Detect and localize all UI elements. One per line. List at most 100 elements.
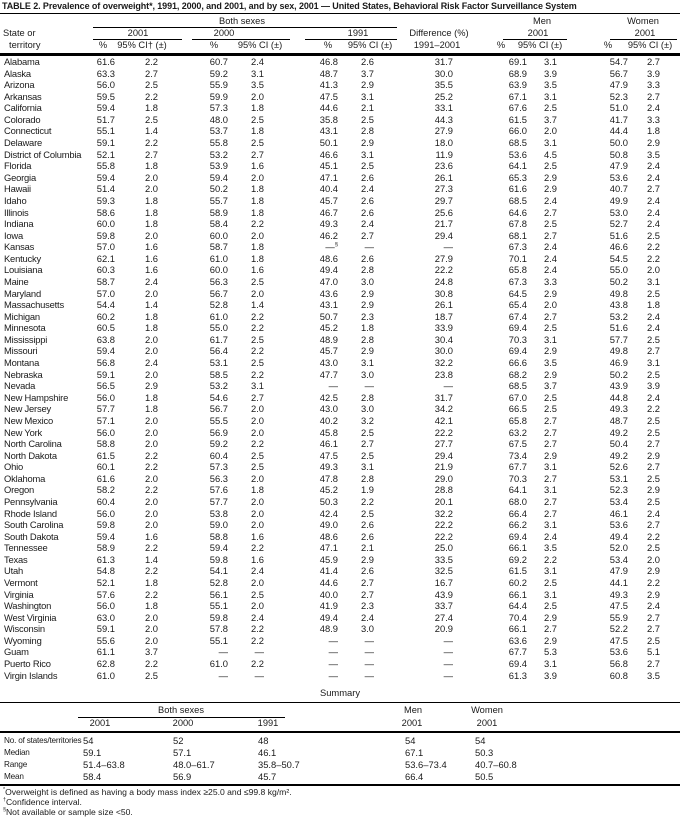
value-cell: — — [328, 634, 338, 646]
value-cell: 3.0 — [360, 275, 374, 287]
value-cell: 68.5 — [508, 194, 527, 206]
value-cell: 2.0 — [250, 472, 264, 484]
value-cell: 21.9 — [434, 461, 453, 473]
col-header-pct: % — [603, 40, 613, 50]
value-cell: 55.7 — [209, 194, 228, 206]
value-cell: 61.6 — [96, 56, 115, 67]
col-header-pct: % — [496, 40, 506, 50]
value-cell: 2.9 — [543, 287, 557, 299]
value-cell: 48.7 — [609, 414, 628, 426]
value-cell: 56.0 — [96, 507, 115, 519]
value-cell: 2.2 — [250, 542, 264, 554]
value-cell: 57.3 — [209, 102, 228, 114]
value-cell: 58.7 — [209, 241, 228, 253]
table-row: Delaware 59.1 2.2 55.8 2.5 50.1 2.9 18.0 68.5 3.1… — [0, 137, 680, 149]
value-cell: 1.4 — [144, 553, 158, 565]
value-cell: 2.7 — [646, 658, 660, 670]
value-cell: 53.1 — [209, 357, 228, 369]
value-cell: 53.6 — [609, 519, 628, 531]
value-cell: 2.2 — [646, 252, 660, 264]
value-cell: 2.5 — [543, 600, 557, 612]
value-cell: 2.2 — [144, 137, 158, 149]
value-cell: 2.0 — [646, 264, 660, 276]
value-cell: 53.9 — [209, 160, 228, 172]
value-cell: 2.4 — [360, 611, 374, 623]
value-cell: 2.4 — [543, 194, 557, 206]
state-name: New Jersey — [4, 403, 51, 415]
col-group-both-sexes: Both sexes — [219, 16, 265, 26]
value-cell: 29.4 — [434, 229, 453, 241]
value-cell: 35.8 — [319, 113, 338, 125]
state-name: Rhode Island — [4, 507, 57, 519]
value-cell: 46.8 — [319, 56, 338, 67]
col-header-ci: 95% CI (±) — [517, 40, 563, 50]
value-cell: 2.2 — [144, 90, 158, 102]
table-row: Georgia 59.4 2.0 59.4 2.0 47.1 2.6 26.1 65.3 2.9 5… — [0, 172, 680, 184]
value-cell: 2.2 — [250, 634, 264, 646]
table-row: Nevada 56.5 2.9 53.2 3.1 — — — 68.5 3.7 43.9 3.9 — [0, 380, 680, 392]
table-row: New Mexico 57.1 2.0 55.5 2.0 40.2 3.2 42.1 65.8 2… — [0, 415, 680, 427]
table-row: Massachusetts 54.4 1.4 52.8 1.4 43.1 2.9 26.1 65… — [0, 299, 680, 311]
value-cell: 53.0 — [609, 206, 628, 218]
summary-value: 59.1 — [83, 746, 102, 758]
value-cell: 2.0 — [250, 600, 264, 612]
value-cell: 67.8 — [508, 218, 527, 230]
value-cell: 49.4 — [319, 611, 338, 623]
value-cell: 51.4 — [96, 183, 115, 195]
value-cell: 69.4 — [508, 530, 527, 542]
value-cell: 53.6 — [508, 148, 527, 160]
value-cell: 68.1 — [508, 229, 527, 241]
value-cell: 66.4 — [508, 507, 527, 519]
state-name: Wisconsin — [4, 623, 45, 635]
value-cell: 1.8 — [250, 206, 264, 218]
value-cell: 57.7 — [209, 495, 228, 507]
value-cell: 64.6 — [508, 206, 527, 218]
value-cell: 2.7 — [646, 90, 660, 102]
table-row: New York 56.0 2.0 56.9 2.0 45.8 2.5 22.2 63.2 2.7… — [0, 427, 680, 439]
value-cell: 2.7 — [543, 507, 557, 519]
value-cell: 68.2 — [508, 368, 527, 380]
value-cell: 43.1 — [319, 299, 338, 311]
value-cell: 2.5 — [360, 507, 374, 519]
value-cell: 42.5 — [319, 391, 338, 403]
summary-value: 67.1 — [405, 746, 424, 758]
state-name: Florida — [4, 160, 32, 172]
value-cell: 2.9 — [646, 137, 660, 149]
value-cell: 70.4 — [508, 611, 527, 623]
summary-group-both-sexes: Both sexes — [158, 705, 204, 715]
value-cell: 1.8 — [144, 577, 158, 589]
value-cell: 2.5 — [543, 160, 557, 172]
value-cell: 2.5 — [646, 495, 660, 507]
value-cell: 2.2 — [144, 449, 158, 461]
value-cell: 54.5 — [609, 252, 628, 264]
value-cell: 55.1 — [209, 600, 228, 612]
value-cell: 2.4 — [646, 160, 660, 172]
value-cell: 57.3 — [209, 461, 228, 473]
value-cell: 67.0 — [508, 391, 527, 403]
value-cell: 2.0 — [144, 345, 158, 357]
summary-value: 56.9 — [173, 770, 192, 782]
value-cell: 2.5 — [250, 357, 264, 369]
value-cell: 2.5 — [250, 137, 264, 149]
value-cell: 61.0 — [209, 658, 228, 670]
value-cell: 2.4 — [646, 102, 660, 114]
value-cell: 2.0 — [250, 414, 264, 426]
value-cell: 58.9 — [96, 542, 115, 554]
value-cell: 48.7 — [319, 67, 338, 79]
state-name: Missouri — [4, 345, 38, 357]
value-cell: 53.4 — [609, 553, 628, 565]
state-name: Nebraska — [4, 368, 43, 380]
value-cell: 47.9 — [609, 79, 628, 91]
summary-value: 66.4 — [405, 770, 424, 782]
value-cell: 2.2 — [250, 345, 264, 357]
col-header-difference-line1: Difference (%) — [409, 28, 469, 38]
value-cell: —§ — [325, 241, 338, 253]
value-cell: 58.9 — [209, 206, 228, 218]
value-cell: — — [364, 380, 374, 392]
value-cell: 3.1 — [543, 461, 557, 473]
table-row: Rhode Island 56.0 2.0 53.8 2.0 42.4 2.5 32.2 66.… — [0, 508, 680, 520]
table-row: Louisiana 60.3 1.6 60.0 1.6 49.4 2.8 22.2 65.8 2.… — [0, 264, 680, 276]
value-cell: 59.1 — [96, 137, 115, 149]
value-cell: 2.8 — [360, 391, 374, 403]
value-cell: 44.4 — [609, 125, 628, 137]
